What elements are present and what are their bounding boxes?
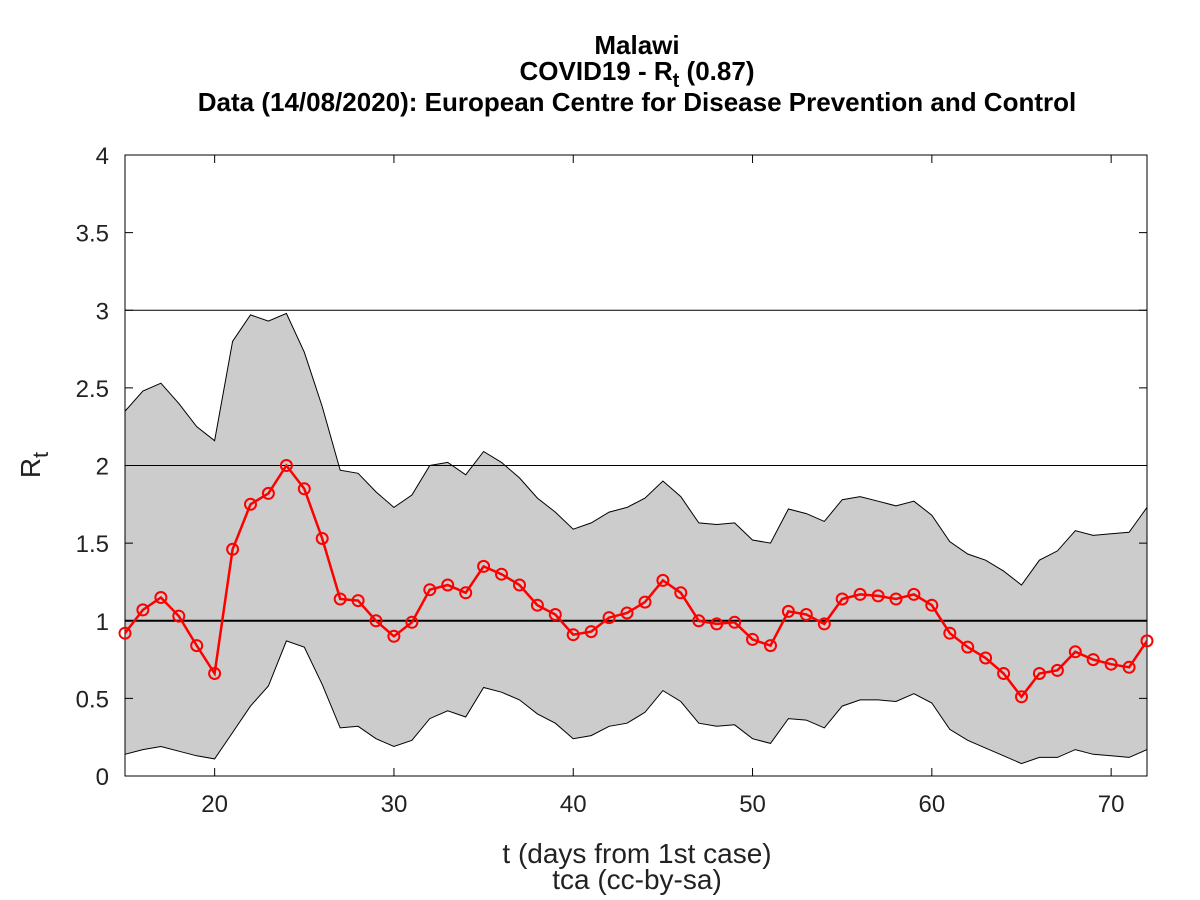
rt-data-point [495,567,508,581]
rt-data-point [889,592,903,606]
rt-series-line [124,463,1149,699]
chart-title-metric: COVID19 - Rt (0.87) [520,56,755,92]
rt-data-point [297,482,311,496]
confidence-band [125,313,1147,764]
rt-data-point [208,667,222,680]
y-tick-label: 0 [96,764,109,791]
chart-title-source: Data (14/08/2020): European Centre for D… [198,87,1076,117]
rt-data-point [261,486,275,500]
rt-data-point [943,626,957,640]
rt-data-point [853,587,867,601]
rt-data-point [351,594,365,608]
rt-data-point [979,651,993,665]
rt-data-point [764,639,777,653]
rt-data-point [548,608,562,621]
rt-data-point [871,589,885,603]
rt-data-point [566,628,580,642]
rt-data-point [817,617,831,631]
rt-data-point [692,614,706,628]
rt-data-point [961,640,975,654]
x-tick-label: 30 [381,791,408,818]
y-axis-label: Rt [15,452,53,478]
rt-data-point [459,586,473,600]
rt-data-point [1068,645,1082,659]
x-axis-note: tca (cc-by-sa) [552,864,722,895]
rt-data-point [226,542,240,556]
y-tick-label: 2.5 [76,376,109,403]
band-lower-line [124,640,1148,765]
y-tick-label: 3.5 [76,221,109,248]
rt-data-point [1140,634,1154,648]
rt-data-point [387,629,401,643]
rt-data-point [602,611,616,625]
x-tick-label: 20 [201,791,228,818]
plot-area: 20 30 40 50 60 70 0 0.5 1 1.5 2 2.5 3 3.5 4 [76,143,1154,818]
rt-data-point [1086,653,1100,667]
rt-data-point [279,459,293,472]
rt-data-point [781,604,795,618]
rt-data-point [513,578,526,592]
y-tick-label: 3 [96,298,109,325]
rt-data-point [620,606,634,620]
x-tick-label: 40 [560,791,587,818]
y-tick-label: 1 [96,609,109,636]
rt-data-point [477,559,491,573]
rt-data-point [118,626,132,640]
rt-data-point [136,603,150,617]
rt-data-point [172,609,186,623]
rt-data-point [584,625,598,639]
rt-data-point [315,532,329,545]
rt-data-point [997,667,1011,680]
rt-data-point [190,639,204,653]
rt-data-point [710,617,724,631]
rt-data-point [674,586,688,600]
rt-data-point [799,608,813,621]
rt-data-point [1122,660,1136,674]
y-tick-label: 0.5 [76,686,109,713]
x-axis-label: t (days from 1st case) [502,838,771,869]
rt-data-point [656,573,670,587]
rt-data-point [441,578,455,592]
y-tick-label: 2 [96,454,109,481]
rt-data-point [154,591,168,604]
rt-data-point [746,632,759,646]
rt-data-point [638,595,652,609]
rt-data-point [1015,690,1028,704]
rt-data-point [423,583,437,597]
band-upper-line [124,312,1148,586]
rt-data-point [530,598,544,612]
x-tick-label: 60 [918,791,945,818]
x-tick-label: 50 [739,791,766,818]
rt-data-point [1032,667,1046,680]
y-tick-label: 1.5 [76,531,109,558]
rt-data-point [728,615,742,629]
rt-data-point [907,587,921,601]
rt-data-point [405,615,419,629]
y-tick-label: 4 [96,143,109,170]
rt-data-point [333,592,347,606]
rt-data-point [835,592,849,606]
rt-data-point [1050,663,1064,677]
rt-data-point [244,497,257,511]
rt-data-point [925,598,939,612]
chart-title-country: Malawi [594,30,679,60]
rt-data-point [369,614,383,628]
x-tick-label: 70 [1098,791,1125,818]
rt-data-point [1104,657,1118,671]
